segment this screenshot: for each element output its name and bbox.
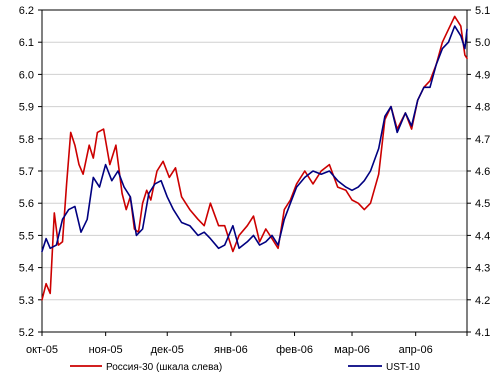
legend: Россия-30 (шкала слева) UST-10 — [70, 362, 420, 373]
y-right-tick-label: 4.1 — [475, 327, 490, 339]
y-left-tick-label: 5.9 — [19, 102, 34, 114]
series-line-ust10 — [41, 25, 468, 253]
y-right-tick-label: 4.9 — [475, 69, 490, 81]
y-left-tick-label: 5.8 — [19, 134, 34, 146]
y-left-tick-label: 5.3 — [19, 295, 34, 307]
x-tick-label: мар-06 — [334, 344, 370, 356]
x-tick-label: ноя-05 — [89, 344, 123, 356]
plot-area-frame — [41, 9, 468, 333]
gridlines — [42, 41, 467, 301]
y-right-tick-label: 4.4 — [475, 230, 490, 242]
x-axis-ticks: окт-05 ноя-05 дек-05 янв-06 фев-06 мар-06 апр-… — [26, 332, 468, 356]
y-right-tick-label: 5.1 — [475, 5, 490, 17]
y-left-tick-label: 5.2 — [19, 327, 34, 339]
y-axis-left-ticks: 5.2 5.3 5.4 5.5 5.6 5.7 5.8 5.9 6.0 6.1 6.2 — [19, 5, 42, 339]
y-right-tick-label: 5.0 — [475, 37, 490, 49]
x-tick-label: фев-06 — [276, 344, 313, 356]
y-left-tick-label: 5.7 — [19, 166, 34, 178]
legend-label-ust10: UST-10 — [386, 362, 420, 373]
y-right-tick-label: 4.8 — [475, 102, 490, 114]
y-right-tick-label: 4.6 — [475, 166, 490, 178]
y-left-tick-label: 6.1 — [19, 37, 34, 49]
y-right-tick-label: 4.5 — [475, 198, 490, 210]
y-axis-right-ticks: 4.1 4.2 4.3 4.4 4.5 4.6 4.7 4.8 4.9 5.0 5.1 — [467, 5, 490, 339]
y-left-tick-label: 5.6 — [19, 198, 34, 210]
series-layer — [41, 15, 468, 301]
y-right-tick-label: 4.2 — [475, 295, 490, 307]
y-left-tick-label: 5.5 — [19, 230, 34, 242]
x-tick-label: дек-05 — [151, 344, 184, 356]
y-left-tick-label: 6.0 — [19, 69, 34, 81]
y-left-tick-label: 5.4 — [19, 263, 34, 275]
x-tick-label: апр-06 — [399, 344, 433, 356]
legend-label-russia30: Россия-30 (шкала слева) — [106, 362, 222, 373]
x-tick-label: окт-05 — [26, 344, 58, 356]
y-right-tick-label: 4.3 — [475, 263, 490, 275]
y-left-tick-label: 6.2 — [19, 5, 34, 17]
y-right-tick-label: 4.7 — [475, 134, 490, 146]
x-tick-label: янв-06 — [214, 344, 248, 356]
